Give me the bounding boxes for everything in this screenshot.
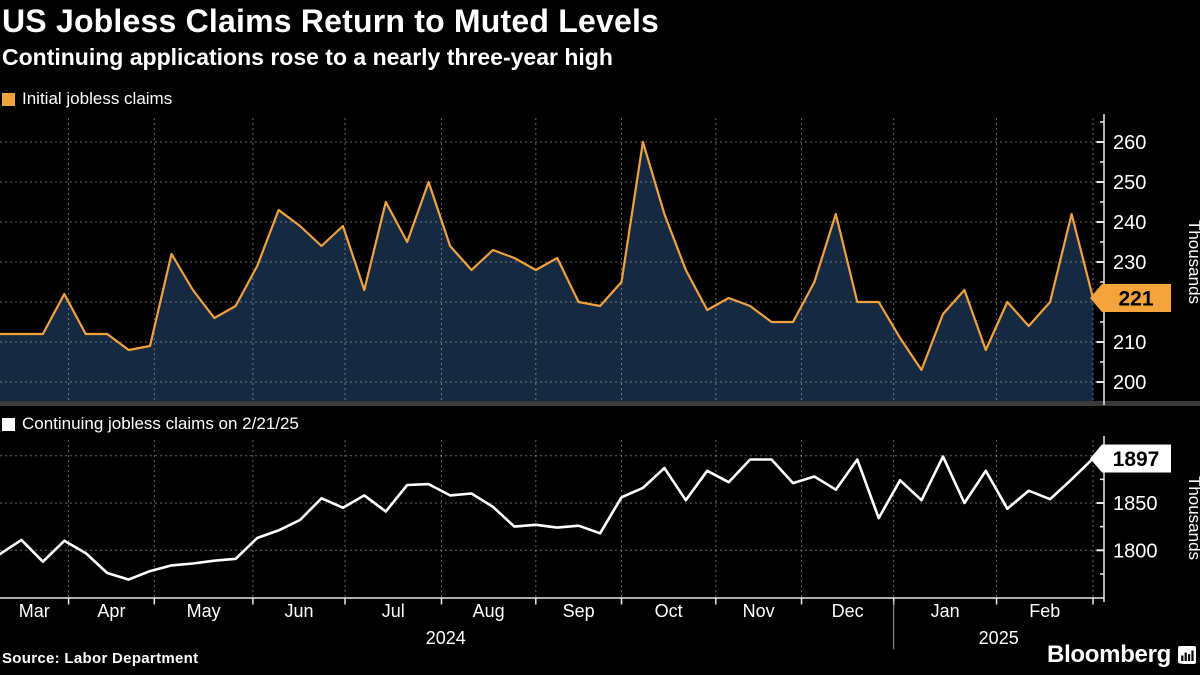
legend-continuing-claims: Continuing jobless claims on 2/21/25 <box>2 414 299 434</box>
continuing-claims-swatch-icon <box>2 417 15 431</box>
chart-subtitle: Continuing applications rose to a nearly… <box>2 44 613 70</box>
svg-text:260: 260 <box>1113 132 1146 154</box>
svg-text:200: 200 <box>1113 372 1146 394</box>
continuing-claims-chart: 1800 1850 1897 Thousands <box>0 436 1200 602</box>
legend-initial-claims-label: Initial jobless claims <box>22 89 173 108</box>
svg-text:240: 240 <box>1113 212 1146 234</box>
svg-text:Jun: Jun <box>284 601 313 621</box>
svg-text:1800: 1800 <box>1113 540 1158 562</box>
svg-text:Jan: Jan <box>931 601 960 621</box>
bloomberg-logo: Bloomberg <box>1047 641 1197 669</box>
continuing-claims-line <box>0 455 1095 581</box>
value-badge: 221 <box>1090 284 1171 312</box>
value-badge: 1897 <box>1090 444 1171 473</box>
svg-text:250: 250 <box>1113 172 1146 194</box>
svg-text:May: May <box>187 601 221 621</box>
svg-text:Thousands: Thousands <box>1185 476 1200 560</box>
svg-text:1897: 1897 <box>1113 448 1160 471</box>
initial-claims-chart: 200 210 230 240 250 260 221 Thousands <box>0 114 1200 406</box>
initial-claims-swatch-icon <box>2 92 15 106</box>
initial-claims-line <box>0 140 1095 372</box>
legend-continuing-claims-label: Continuing jobless claims on 2/21/25 <box>22 414 299 433</box>
svg-text:Nov: Nov <box>743 601 775 621</box>
svg-text:Jul: Jul <box>382 601 405 621</box>
chart-title: US Jobless Claims Return to Muted Levels <box>2 3 660 39</box>
svg-text:2024: 2024 <box>426 628 466 648</box>
x-axis: Mar Apr May Jun Jul Aug Sep Oct Nov Dec Jan Feb 2024… <box>0 597 1104 649</box>
svg-text:1850: 1850 <box>1113 493 1158 515</box>
svg-text:Thousands: Thousands <box>1185 220 1200 304</box>
bloomberg-icon <box>1178 646 1196 664</box>
svg-text:210: 210 <box>1113 332 1146 354</box>
initial-claims-area <box>0 142 1093 401</box>
svg-text:Dec: Dec <box>832 601 864 621</box>
svg-text:Mar: Mar <box>19 601 50 621</box>
svg-text:2025: 2025 <box>979 628 1019 648</box>
svg-text:Oct: Oct <box>655 601 683 621</box>
source-note: Source: Labor Department <box>2 650 199 667</box>
bloomberg-wordmark: Bloomberg <box>1047 641 1171 668</box>
svg-text:Aug: Aug <box>473 601 505 621</box>
svg-text:230: 230 <box>1113 252 1146 274</box>
legend-initial-claims: Initial jobless claims <box>2 89 172 109</box>
svg-text:Apr: Apr <box>97 601 125 621</box>
svg-text:221: 221 <box>1118 288 1153 311</box>
svg-text:Sep: Sep <box>563 601 595 621</box>
svg-text:Feb: Feb <box>1029 601 1060 621</box>
